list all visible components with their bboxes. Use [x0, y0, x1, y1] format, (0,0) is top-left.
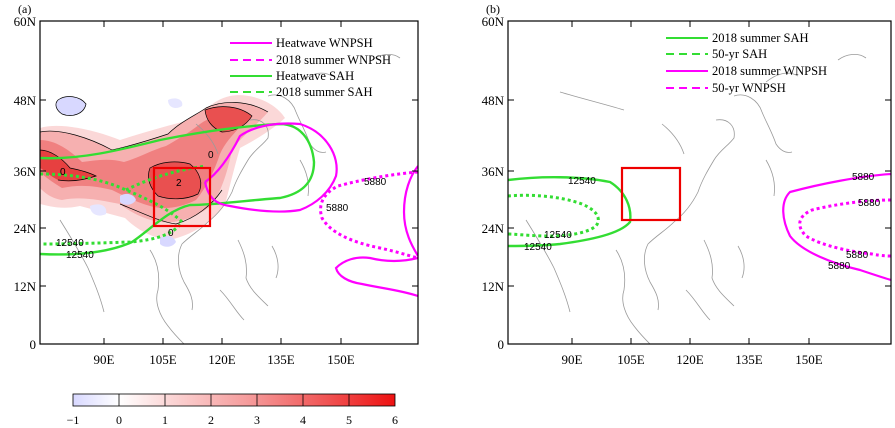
lat-label-b-48n: 48N [482, 93, 505, 108]
lat-label-a-48n: 48N [14, 93, 37, 108]
lon-label-a-120e: 120E [208, 352, 236, 367]
panel-a-map: 12540 12540 5880 5880 0 0 0 2 [40, 54, 418, 344]
sah-heatwave-contour [40, 122, 316, 256]
legend-a-item-2: 2018 summer WNPSH [276, 53, 391, 67]
panel-b-lat-ticks [508, 20, 891, 287]
colorbar-label-2: 2 [208, 413, 214, 427]
panel-b-map: 12540 12540 12540 5880 5880 5880 5880 [508, 54, 891, 344]
anomaly-contours [40, 96, 269, 225]
legend-b-item-3: 2018 summer WNPSH [712, 64, 827, 78]
sah-2018-contour [40, 172, 184, 246]
panel-a-label: (a) [18, 2, 31, 16]
lon-label-a-135e: 135E [267, 352, 295, 367]
legend-b-item-2: 50-yr SAH [712, 47, 767, 61]
colorbar-label-0: 0 [116, 413, 122, 427]
study-region-box-b [620, 166, 682, 222]
wnpsh-2018-contour-b [782, 172, 891, 282]
lat-label-b-36n: 36N [482, 164, 505, 179]
lon-label-b-120e: 120E [676, 352, 704, 367]
colorbar-label-6: 6 [392, 413, 398, 427]
sah-2018-contour-north [125, 164, 207, 192]
contour-label-5880-b2: 5880 [858, 198, 881, 209]
lon-label-a-150e: 150E [327, 352, 355, 367]
lon-label-b-150e: 150E [795, 352, 823, 367]
colorbar-label-1: 1 [162, 413, 168, 427]
contour-label-5880-b4: 5880 [828, 261, 851, 272]
lat-label-a-24n: 24N [14, 221, 37, 236]
study-region-box-a [152, 166, 212, 228]
lat-label-b-60n: 60N [482, 14, 505, 29]
wnpsh-2018-contour [319, 170, 418, 260]
panel-b-frame [507, 20, 892, 345]
panel-b-label: (b) [486, 2, 500, 16]
lon-label-b-90e: 90E [562, 352, 583, 367]
colorbar-label-3: 3 [254, 413, 260, 427]
lon-label-b-135e: 135E [735, 352, 763, 367]
lon-label-b-105e: 105E [617, 352, 645, 367]
wnpsh-heatwave-contour-3 [334, 256, 418, 298]
legend-b-item-4: 50-yr WNPSH [712, 81, 786, 95]
colorbar-label-4: 4 [300, 413, 306, 427]
lat-label-a-0: 0 [30, 337, 37, 352]
wnpsh-heatwave-contour-2 [203, 122, 338, 213]
contour-label-12540-a1: 12540 [56, 238, 84, 249]
panel-a-lon-ticks [103, 21, 342, 344]
contour-label-12540-a2: 12540 [66, 250, 94, 261]
panel-a-frame [39, 20, 419, 345]
panel-a-lat-ticks [40, 20, 418, 287]
legend-b: 2018 summer SAH 50-yr SAH 2018 summer WN… [666, 31, 827, 95]
panel-b-lon-ticks [571, 21, 810, 344]
legend-a-item-1: Heatwave WNPSH [276, 36, 373, 50]
lat-label-a-12n: 12N [14, 279, 37, 294]
legend-b-item-1: 2018 summer SAH [712, 31, 809, 45]
coastlines-b [525, 54, 867, 344]
sah-2018-contour-b [508, 176, 632, 248]
contour-label-12540-b3: 12540 [524, 242, 552, 253]
colorbar-label-m1: −1 [67, 413, 80, 427]
lat-label-b-12n: 12N [482, 279, 505, 294]
wnpsh-heatwave-contour [402, 165, 418, 257]
sah-50yr-contour-b [508, 193, 600, 238]
contour-label-2-a: 2 [176, 178, 182, 189]
legend-a-item-4: 2018 summer SAH [276, 85, 373, 99]
colorbar-label-5: 5 [346, 413, 352, 427]
lon-label-a-90e: 90E [94, 352, 115, 367]
panel-b: (b) [482, 2, 892, 367]
temperature-anomaly-shading [40, 95, 285, 247]
coastlines-a [59, 54, 401, 344]
contour-label-5880-a1: 5880 [364, 177, 387, 188]
legend-a-item-3: Heatwave SAH [276, 69, 354, 83]
colorbar-ticks [118, 394, 350, 406]
lat-label-b-0: 0 [498, 337, 505, 352]
contour-label-0-a2: 0 [168, 228, 174, 239]
contour-label-12540-b2: 12540 [544, 230, 572, 241]
contour-label-5880-a2: 5880 [326, 203, 349, 214]
colorbar-ramp [72, 393, 396, 407]
lon-label-a-105e: 105E [149, 352, 177, 367]
lat-label-b-24n: 24N [482, 221, 505, 236]
lat-label-a-60n: 60N [14, 14, 37, 29]
contour-label-0-a3: 0 [60, 167, 66, 178]
contour-label-5880-b3: 5880 [846, 250, 869, 261]
panel-a: (a) [14, 2, 419, 367]
colorbar: −1 0 1 2 3 4 5 6 [67, 393, 398, 427]
contour-label-5880-b1: 5880 [852, 172, 875, 183]
legend-a: Heatwave WNPSH 2018 summer WNPSH Heatwav… [230, 36, 391, 99]
contour-label-12540-b1: 12540 [568, 176, 596, 187]
lat-label-a-36n: 36N [14, 164, 37, 179]
contour-label-0-a1: 0 [208, 150, 214, 161]
